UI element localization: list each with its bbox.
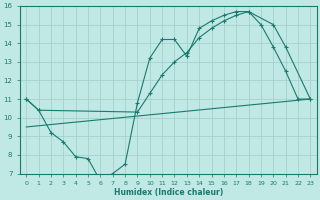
- X-axis label: Humidex (Indice chaleur): Humidex (Indice chaleur): [114, 188, 223, 197]
